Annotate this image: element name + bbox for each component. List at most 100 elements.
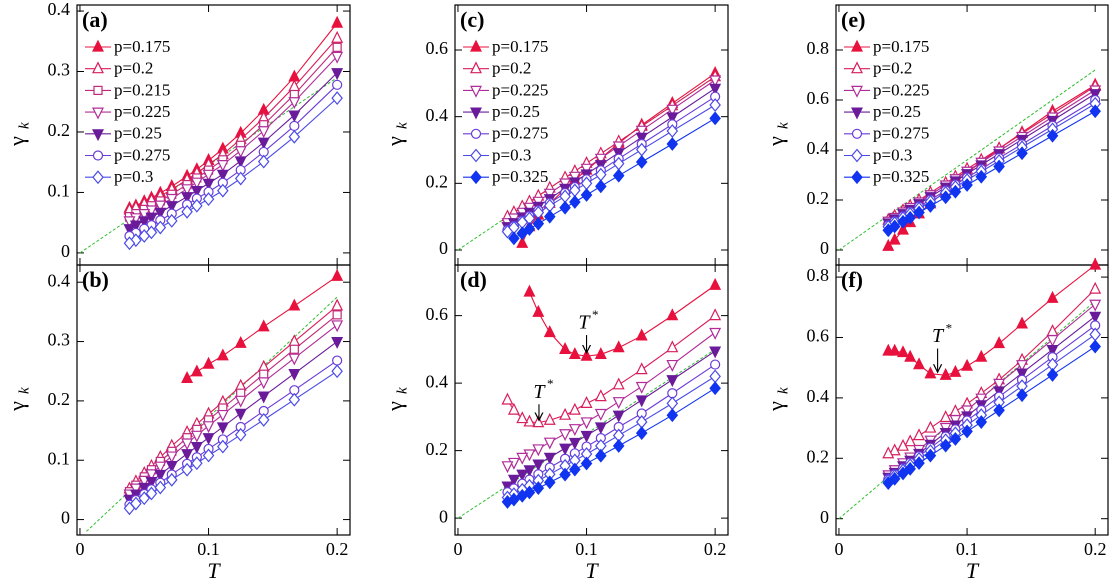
legend-label: p=0.2 [492,59,531,78]
y-axis-label-sub: k [775,387,791,394]
marker [924,448,937,463]
marker [288,298,301,311]
marker [259,369,269,379]
marker [138,229,151,243]
marker [666,104,679,117]
marker [191,198,203,213]
marker [543,475,556,490]
marker [897,222,909,235]
marker [709,111,721,126]
y-axis-label: γk [4,122,32,147]
marker [234,171,247,186]
marker [666,137,679,151]
marker [181,449,194,462]
marker [709,327,722,340]
marker [635,395,648,408]
marker [181,184,194,197]
marker [216,348,229,361]
marker [580,348,593,361]
marker [924,199,937,213]
marker [594,153,607,166]
marker [532,304,545,317]
marker [331,68,344,81]
marker [612,340,625,353]
marker [666,408,679,423]
y-axis-label-main: γ [382,136,407,147]
marker [543,437,556,450]
marker [202,421,215,434]
marker [181,204,193,219]
marker [501,224,514,239]
marker [882,446,895,459]
legend-label: p=0.3 [114,167,153,186]
marker [709,277,722,290]
marker [709,98,721,112]
marker [181,462,193,477]
marker [559,443,572,456]
x-tick-label: 0.1 [197,539,220,559]
marker [559,467,571,482]
marker [569,195,581,209]
marker [257,126,270,139]
marker [993,378,1006,391]
x-axis-label: T [966,558,980,583]
y-tick-label: 0 [61,508,70,528]
marker [667,388,678,399]
marker [123,236,136,251]
annotation-text: T [932,325,945,347]
marker [332,42,342,52]
marker [288,392,301,407]
marker [331,364,343,379]
marker [939,367,952,380]
x-axis-label: T [207,558,221,583]
marker [635,426,648,441]
y-tick-label: 0 [820,238,829,258]
marker [594,389,607,402]
marker [709,381,721,396]
marker [331,336,344,349]
marker [897,466,909,481]
legend-marker [92,170,104,185]
legend-marker [470,39,482,52]
legend-marker [93,85,103,96]
marker [507,474,520,487]
marker [888,443,901,456]
marker [507,402,520,415]
marker [635,415,648,429]
marker [332,79,343,90]
marker [949,364,962,377]
marker [165,213,178,228]
annotation-superscript: * [946,320,953,335]
y-tick-label: 0.6 [807,88,830,108]
y-tick-label: 0.8 [807,265,830,285]
marker [543,325,556,338]
marker [523,284,536,297]
marker [289,120,300,132]
marker [580,417,593,430]
marker [181,438,194,451]
marker [882,476,895,490]
marker [961,178,973,192]
marker [216,160,229,172]
marker [568,402,581,415]
annotation-superscript: * [547,376,554,391]
y-tick-label: 0.4 [807,138,830,158]
legend-marker [851,107,863,120]
x-tick-label: 0 [75,539,84,559]
marker [961,405,974,418]
y-tick-label: 0.8 [807,38,830,58]
marker [234,408,247,421]
marker [331,30,344,43]
marker [1089,281,1102,294]
marker [516,411,529,424]
marker [666,396,679,411]
marker [939,410,952,423]
marker [594,422,607,435]
x-tick-label: 0.2 [326,539,349,559]
marker [1089,311,1102,324]
y-tick-label: 0.4 [426,371,449,391]
legend-marker [851,148,863,163]
marker [543,452,556,465]
marker [234,146,247,159]
